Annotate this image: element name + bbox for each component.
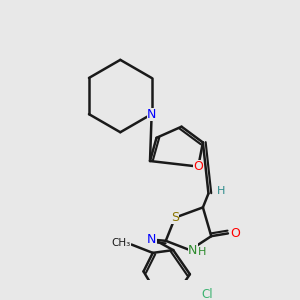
Text: O: O	[230, 227, 240, 240]
Text: N: N	[147, 108, 156, 121]
Text: N: N	[188, 244, 197, 256]
Text: H: H	[217, 186, 225, 196]
Text: S: S	[171, 211, 179, 224]
Text: Cl: Cl	[201, 288, 212, 300]
Text: CH₃: CH₃	[111, 238, 130, 248]
Text: N: N	[147, 233, 157, 246]
Text: O: O	[193, 160, 203, 173]
Text: H: H	[198, 247, 207, 257]
